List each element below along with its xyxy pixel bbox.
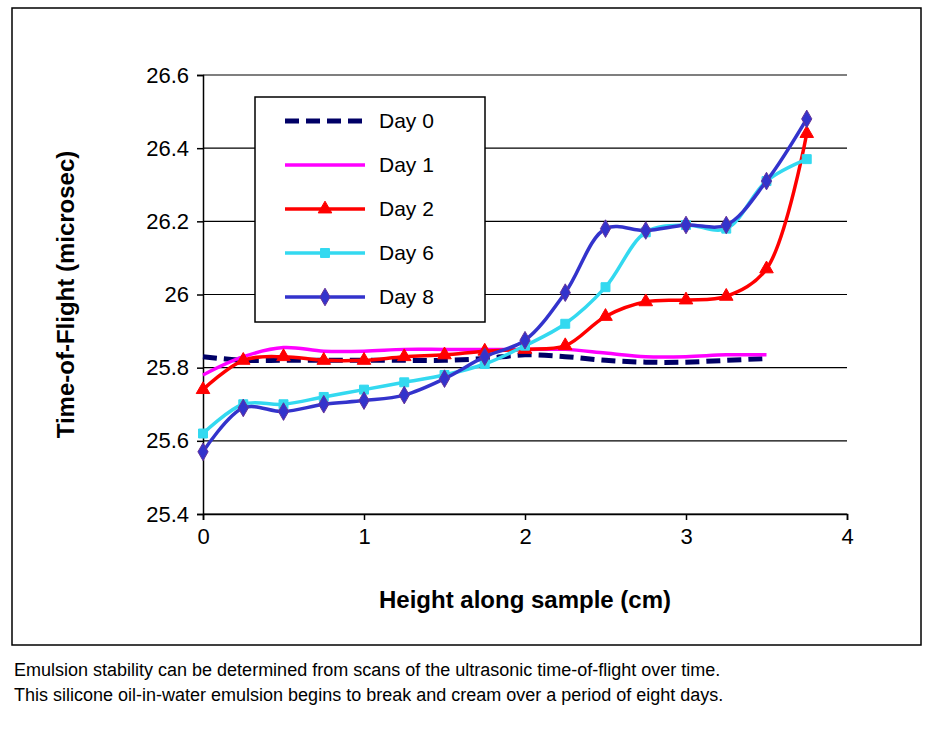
series-marker [679, 292, 693, 304]
y-tick: 26.6 [146, 63, 203, 88]
x-tick: 1 [358, 514, 370, 549]
series-marker [480, 348, 490, 366]
x-tick-label: 3 [680, 524, 692, 549]
series-marker [319, 395, 329, 413]
series-marker [721, 216, 731, 234]
y-tick-label: 26.6 [146, 63, 189, 88]
series-marker [438, 347, 452, 359]
x-tick: 3 [680, 514, 692, 549]
x-tick: 4 [841, 514, 853, 549]
series-marker [802, 110, 812, 128]
chart: 0 1 2 3 4 25.4 25.6 25.8 26 26.2 26.4 26.6 Height al… [0, 0, 931, 729]
y-tick-label: 26 [165, 282, 189, 307]
y-tick-label: 25.8 [146, 355, 189, 380]
series-marker [399, 386, 409, 404]
legend-marker [318, 201, 332, 213]
x-tick-label: 1 [358, 524, 370, 549]
series-marker [802, 155, 811, 164]
series-marker [199, 429, 208, 438]
y-tick-mark [197, 75, 203, 77]
series-marker [719, 288, 733, 300]
y-tick-mark [197, 294, 203, 296]
grid [203, 75, 847, 514]
legend-item: Day 1 [285, 153, 434, 176]
x-tick-label: 4 [841, 524, 853, 549]
y-tick-label: 25.4 [146, 502, 189, 527]
caption: This silicone oil-in-water emulsion begi… [14, 685, 723, 705]
series-marker [681, 216, 691, 234]
caption: Emulsion stability can be determined fro… [14, 660, 720, 680]
y-tick-label: 26.4 [146, 136, 189, 161]
series-marker [561, 319, 570, 328]
x-tick-mark [686, 514, 688, 520]
y-tick-mark [197, 221, 203, 223]
x-tick: 0 [197, 514, 209, 549]
legend-label: Day 6 [379, 241, 434, 264]
series-marker [641, 222, 651, 240]
y-tick-mark [197, 367, 203, 369]
legend-label: Day 1 [379, 153, 434, 176]
series-marker [278, 403, 288, 421]
legend-marker [320, 288, 330, 306]
legend-swatch [285, 119, 365, 124]
series-marker [599, 309, 613, 321]
series-marker [560, 284, 570, 302]
series-marker [558, 338, 572, 350]
x-tick: 2 [519, 514, 531, 549]
legend-box [255, 97, 485, 322]
y-tick: 26.4 [146, 136, 203, 161]
series-marker [357, 353, 371, 365]
y-tick-mark [197, 514, 203, 516]
x-axis: 0 1 2 3 4 [197, 514, 853, 549]
x-tick-mark [364, 514, 366, 520]
series-marker [196, 382, 210, 394]
x-axis-title: Height along sample (cm) [379, 586, 671, 613]
y-tick: 25.4 [146, 502, 203, 527]
series-marker [760, 261, 774, 273]
series-marker [520, 331, 530, 349]
grid-line [203, 440, 847, 441]
legend-item: Day 0 [285, 109, 434, 132]
series-marker [198, 443, 208, 461]
grid-line [203, 367, 847, 368]
y-axis-title: Time-of-Flight (microsec) [52, 151, 79, 439]
series-marker [601, 283, 610, 292]
y-tick: 26 [165, 282, 203, 307]
legend-label: Day 8 [379, 285, 434, 308]
grid-line [203, 74, 847, 75]
legend-item: Day 2 [285, 197, 434, 220]
series-marker [359, 392, 369, 410]
x-tick-mark [525, 514, 527, 520]
series-marker [317, 353, 331, 365]
y-axis: 25.4 25.6 25.8 26 26.2 26.4 26.6 [146, 63, 203, 527]
series-marker [600, 220, 610, 238]
series-marker [277, 349, 291, 361]
y-tick-mark [197, 441, 203, 443]
x-tick-label: 2 [519, 524, 531, 549]
y-tick: 25.6 [146, 428, 203, 453]
y-tick-label: 25.6 [146, 428, 189, 453]
series-marker [761, 172, 771, 190]
legend: Day 0 Day 1 Day 2 Day 6 Day 8 [255, 97, 485, 322]
y-tick-mark [197, 148, 203, 150]
x-axis-line [204, 515, 848, 521]
series-marker [236, 353, 250, 365]
y-tick: 25.8 [146, 355, 203, 380]
legend-marker [321, 249, 330, 258]
series-marker [439, 370, 449, 388]
legend-label: Day 2 [379, 197, 434, 220]
x-tick-label: 0 [197, 524, 209, 549]
chart-frame [12, 8, 921, 645]
y-tick-label: 26.2 [146, 209, 189, 234]
legend-item: Day 6 [285, 241, 434, 264]
series-marker [397, 349, 411, 361]
series-marker [238, 399, 248, 417]
y-tick: 26.2 [146, 209, 203, 234]
legend-swatch [285, 163, 365, 167]
series-marker [639, 294, 653, 306]
legend-item: Day 8 [285, 285, 434, 308]
legend-label: Day 0 [379, 109, 434, 132]
x-tick-mark [847, 514, 849, 520]
series-line [203, 347, 767, 375]
